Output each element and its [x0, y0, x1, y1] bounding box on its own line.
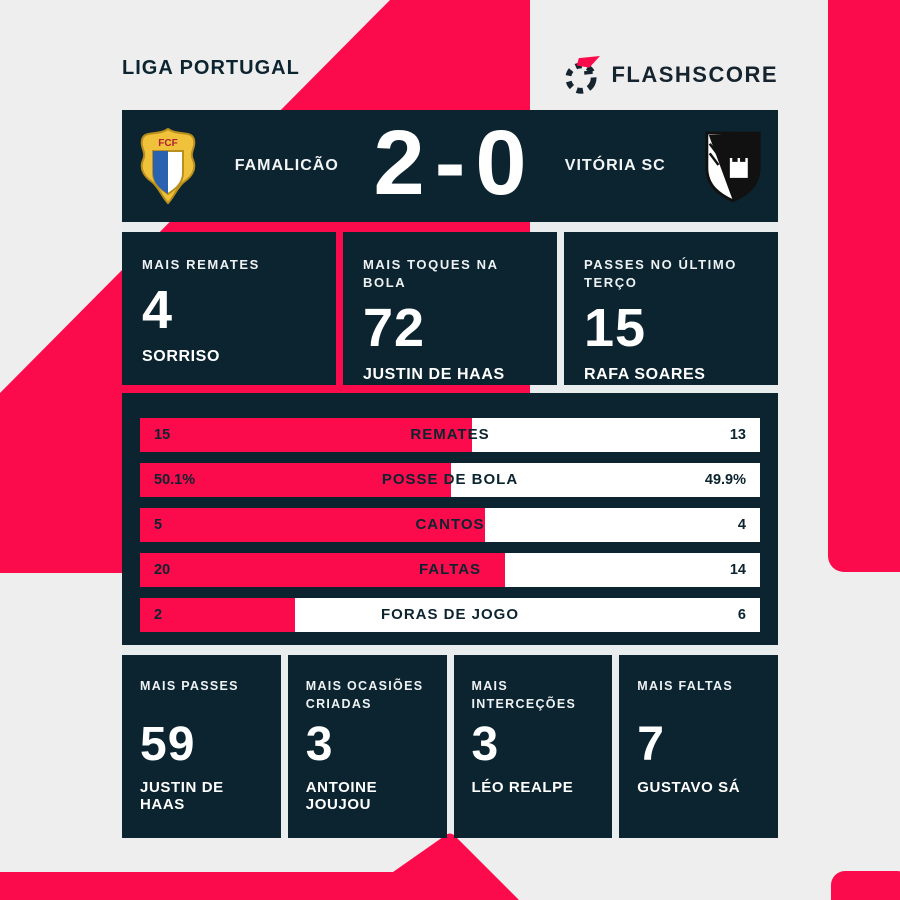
away-score: 0 — [475, 112, 529, 214]
stat-bar-away-value: 4 — [737, 517, 746, 533]
stat-label: PASSES NO ÚLTIMO TERÇO — [584, 257, 737, 290]
vitoria-crest-icon — [705, 131, 761, 203]
stat-value: 15 — [584, 298, 647, 358]
stat-value: 7 — [637, 718, 665, 771]
score-separator: - — [434, 112, 468, 214]
stat-bar-text: FALTAS 20 14 — [140, 553, 760, 587]
stat-bar-text: FORAS DE JOGO 2 6 — [140, 598, 760, 632]
stat-player: JUSTIN DE HAAS — [140, 779, 224, 813]
stat-bar-home-value: 5 — [154, 517, 163, 533]
top-stat-card: MAIS REMATES 4 SORRISO — [122, 232, 336, 385]
flashscore-wordmark: FLASHSCORE — [611, 62, 778, 87]
stat-bar-label: FALTAS — [418, 561, 482, 578]
bottom-right-ribbon-corner — [831, 871, 900, 900]
stat-bar-row: CANTOS 5 4 — [140, 508, 760, 542]
stat-label: MAIS INTERCEÇÕES — [471, 679, 577, 711]
stat-bar-home-value: 20 — [154, 562, 171, 578]
bottom-stat-cards: MAIS PASSES 59 JUSTIN DE HAAS MAIS OCASI… — [122, 655, 778, 838]
stat-label: MAIS FALTAS — [637, 679, 734, 693]
stat-label: MAIS PASSES — [140, 679, 239, 693]
stat-player: ANTOINE JOUJOU — [305, 779, 378, 813]
stat-value: 72 — [363, 298, 426, 358]
home-score: 2 — [373, 112, 427, 214]
home-team-name: FAMALICÃO — [234, 157, 339, 174]
bottom-stat-card: MAIS FALTAS 7 GUSTAVO SÁ — [619, 655, 778, 838]
stat-bar-label: REMATES — [410, 426, 490, 443]
stat-bar-away-value: 49.9% — [704, 472, 746, 488]
stat-value: 59 — [140, 718, 196, 771]
match-score: 2 - 0 — [374, 113, 529, 219]
stat-bar-home-fill — [140, 508, 485, 542]
stat-label: MAIS TOQUES NA BOLA — [363, 257, 499, 290]
stat-player: LÉO REALPE — [471, 779, 574, 796]
stat-value: 4 — [142, 280, 174, 340]
bottom-stat-card: MAIS INTERCEÇÕES 3 LÉO REALPE — [453, 655, 613, 838]
stat-player: SORRISO — [142, 348, 220, 365]
top-stat-card: PASSES NO ÚLTIMO TERÇO 15 RAFA SOARES — [564, 232, 778, 385]
stat-bar-home-fill — [140, 418, 473, 452]
stat-bar-row: FALTAS 20 14 — [140, 553, 760, 587]
famalicao-crest-icon: FCF — [140, 127, 196, 205]
stat-bar-home-value: 50.1% — [154, 472, 196, 488]
stat-value: 3 — [305, 718, 334, 771]
stat-player: GUSTAVO SÁ — [637, 779, 741, 796]
top-stat-cards: MAIS REMATES 4 SORRISO MAIS TOQUES NA BO… — [122, 232, 778, 385]
stat-bar-label: FORAS DE JOGO — [380, 606, 520, 623]
stat-bar-away-value: 13 — [729, 427, 746, 443]
stat-bar-text: CANTOS 5 4 — [140, 508, 760, 542]
stat-bar-home-value: 2 — [154, 607, 163, 623]
stat-bar-row: FORAS DE JOGO 2 6 — [140, 598, 760, 632]
stat-bar-home-fill — [140, 598, 295, 632]
stat-bar-text: REMATES 15 13 — [140, 418, 760, 452]
bottom-left-ribbon — [0, 833, 519, 900]
flashscore-logo: FLASHSCORE — [563, 56, 778, 94]
stat-bar-text: POSSE DE BOLA 50.1% 49.9% — [140, 463, 760, 497]
stat-bar-home-fill — [140, 553, 505, 587]
stat-bar-row: REMATES 15 13 — [140, 418, 760, 452]
stat-bar-home-fill — [140, 463, 451, 497]
stat-label: MAIS REMATES — [142, 257, 260, 272]
right-edge-ribbon — [828, 0, 900, 572]
flashscore-dial-icon — [565, 56, 601, 94]
famalicao-monogram: FCF — [158, 138, 177, 149]
league-title: LIGA PORTUGAL — [122, 57, 300, 79]
bottom-stat-card: MAIS PASSES 59 JUSTIN DE HAAS — [122, 655, 281, 838]
stat-bar-home-value: 15 — [154, 427, 171, 443]
scoreboard: FCF FAMALICÃO 2 - 0 VITÓRIA SC — [122, 110, 778, 222]
stat-bar-away-value: 14 — [729, 562, 746, 578]
bottom-stat-card: MAIS OCASIÕES CRIADAS 3 ANTOINE JOUJOU — [287, 655, 447, 838]
stat-bar-label: CANTOS — [415, 516, 485, 533]
stat-player: RAFA SOARES — [584, 366, 706, 383]
stat-bar-row: POSSE DE BOLA 50.1% 49.9% — [140, 463, 760, 497]
stat-bar-away-value: 6 — [737, 607, 746, 623]
stat-label: MAIS OCASIÕES CRIADAS — [305, 679, 424, 711]
stat-player: JUSTIN DE HAAS — [363, 366, 505, 383]
top-stat-card: MAIS TOQUES NA BOLA 72 JUSTIN DE HAAS — [343, 232, 557, 385]
match-stats-panel: REMATES 15 13 POSSE DE BOLA 50.1% 49.9% … — [122, 393, 778, 645]
stat-value: 3 — [471, 718, 500, 771]
away-team-name: VITÓRIA SC — [564, 157, 666, 174]
stat-bar-label: POSSE DE BOLA — [381, 471, 519, 488]
